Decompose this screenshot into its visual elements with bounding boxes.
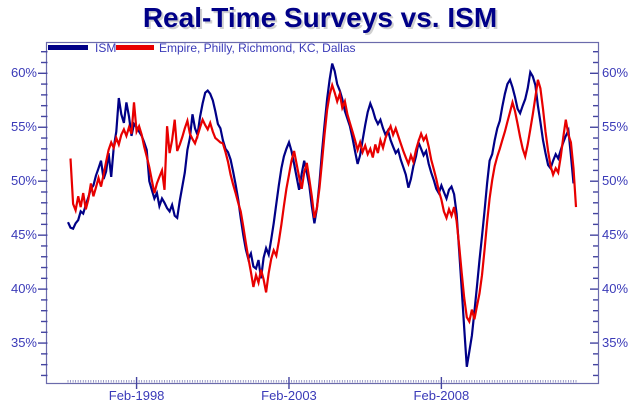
y-tick-label-right: 45% bbox=[602, 227, 629, 243]
legend-swatch-ism bbox=[48, 45, 88, 50]
plot-border bbox=[45, 41, 600, 385]
y-tick-label-right: 60% bbox=[602, 65, 629, 81]
legend-swatch-surveys bbox=[116, 45, 154, 50]
y-tick-label-left: 55% bbox=[10, 119, 37, 135]
y-tick-label-left: 60% bbox=[10, 65, 37, 81]
y-tick-label-right: 50% bbox=[602, 173, 629, 189]
x-tick-label: Feb-2008 bbox=[413, 388, 470, 403]
legend-label-ism: ISM bbox=[95, 41, 117, 55]
y-tick-label-left: 35% bbox=[10, 335, 37, 351]
y-tick-label-right: 40% bbox=[602, 281, 629, 297]
chart-title: Real-Time Surveys vs. ISM bbox=[142, 2, 498, 33]
y-tick-label-left: 40% bbox=[10, 281, 37, 297]
y-tick-label-left: 45% bbox=[10, 227, 37, 243]
y-tick-label-left: 50% bbox=[10, 173, 37, 189]
x-tick-label: Feb-2003 bbox=[261, 388, 317, 403]
surveys-line bbox=[69, 79, 578, 325]
y-tick-label-right: 55% bbox=[602, 119, 629, 135]
x-tick-label: Feb-1998 bbox=[108, 388, 165, 403]
legend-label-surveys: Empire, Philly, Richmond, KC, Dallas bbox=[159, 41, 356, 55]
ism-line bbox=[67, 63, 575, 367]
y-tick-label-right: 35% bbox=[602, 335, 629, 351]
